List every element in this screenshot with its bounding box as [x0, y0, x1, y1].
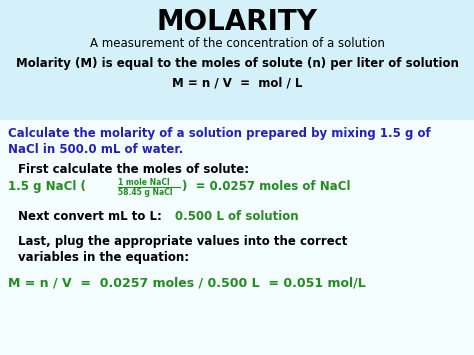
Text: A measurement of the concentration of a solution: A measurement of the concentration of a …	[90, 37, 384, 50]
Text: Molarity (M) is equal to the moles of solute (n) per liter of solution: Molarity (M) is equal to the moles of so…	[16, 57, 458, 70]
Text: Next convert mL to L:: Next convert mL to L:	[18, 210, 162, 223]
Text: variables in the equation:: variables in the equation:	[18, 251, 189, 264]
Text: 1.5 g NaCl (: 1.5 g NaCl (	[8, 180, 86, 193]
Text: 0.500 L of solution: 0.500 L of solution	[175, 210, 299, 223]
Text: M = n / V  =  0.0257 moles / 0.500 L  = 0.051 mol/L: M = n / V = 0.0257 moles / 0.500 L = 0.0…	[8, 277, 366, 290]
Text: 1 mole NaCl: 1 mole NaCl	[118, 178, 170, 187]
FancyBboxPatch shape	[0, 0, 474, 120]
Text: Calculate the molarity of a solution prepared by mixing 1.5 g of: Calculate the molarity of a solution pre…	[8, 127, 431, 140]
Text: M = n / V  =  mol / L: M = n / V = mol / L	[172, 76, 302, 89]
Text: MOLARITY: MOLARITY	[156, 8, 318, 36]
Text: 58.45 g NaCl: 58.45 g NaCl	[118, 188, 173, 197]
Text: NaCl in 500.0 mL of water.: NaCl in 500.0 mL of water.	[8, 143, 183, 156]
FancyBboxPatch shape	[0, 120, 474, 355]
Text: Last, plug the appropriate values into the correct: Last, plug the appropriate values into t…	[18, 235, 347, 248]
Text: First calculate the moles of solute:: First calculate the moles of solute:	[18, 163, 249, 176]
Text: )  = 0.0257 moles of NaCl: ) = 0.0257 moles of NaCl	[182, 180, 350, 193]
